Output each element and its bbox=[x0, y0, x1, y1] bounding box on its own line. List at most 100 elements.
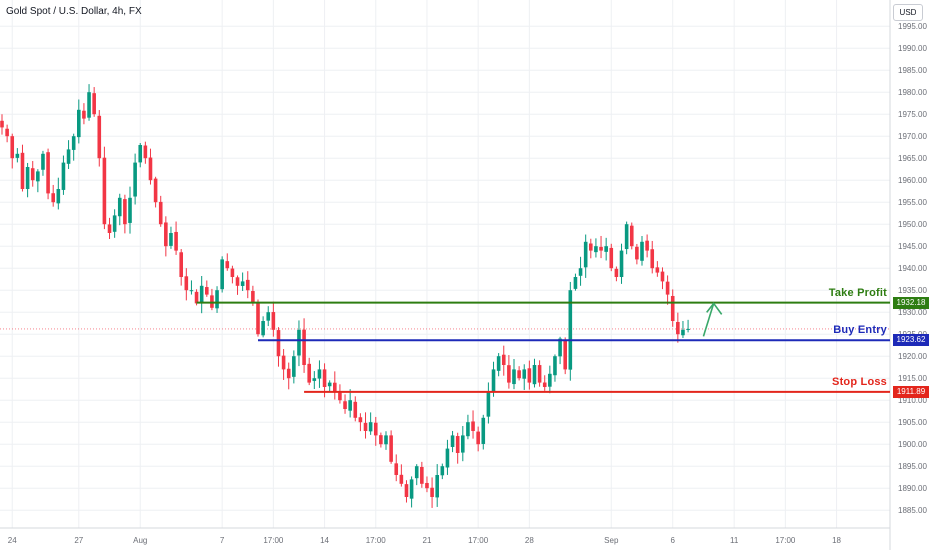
candle-body bbox=[66, 149, 71, 164]
candle-body bbox=[527, 368, 532, 383]
candle-body bbox=[348, 400, 352, 411]
candle bbox=[404, 480, 409, 503]
candle-body bbox=[399, 474, 404, 484]
candle-body bbox=[51, 193, 55, 203]
candle bbox=[619, 243, 624, 284]
take-profit-label: Take Profit bbox=[828, 286, 887, 299]
candle-body bbox=[558, 338, 562, 357]
candle bbox=[292, 350, 296, 384]
candle bbox=[578, 256, 583, 286]
candle-body bbox=[205, 287, 209, 295]
candle bbox=[517, 366, 521, 381]
candle-body bbox=[5, 128, 9, 137]
candle-body bbox=[481, 417, 486, 444]
candle bbox=[379, 432, 383, 448]
candle bbox=[527, 360, 532, 390]
y-tick-label: 1915.00 bbox=[898, 374, 927, 383]
candle bbox=[681, 320, 685, 339]
candle-body bbox=[496, 356, 501, 371]
candle-body bbox=[220, 259, 224, 290]
candle-body bbox=[128, 197, 132, 223]
candle-body bbox=[379, 435, 383, 445]
candle-body bbox=[614, 268, 619, 277]
candle bbox=[230, 265, 235, 284]
candle-body bbox=[486, 391, 491, 417]
candle bbox=[496, 353, 501, 377]
candle bbox=[210, 288, 214, 311]
candle bbox=[128, 186, 132, 234]
x-tick-label: 6 bbox=[670, 536, 675, 545]
candle-body bbox=[589, 243, 593, 251]
gridlines bbox=[0, 0, 890, 528]
candle bbox=[594, 238, 598, 258]
y-tick-label: 1980.00 bbox=[898, 88, 927, 97]
candle bbox=[532, 358, 537, 388]
candle bbox=[348, 389, 352, 418]
candle-body bbox=[46, 152, 50, 194]
candle bbox=[604, 237, 608, 261]
candle bbox=[312, 371, 317, 390]
candle-body bbox=[414, 466, 419, 479]
candle bbox=[92, 87, 96, 117]
candle bbox=[563, 337, 567, 375]
trend-arrow[interactable] bbox=[702, 302, 723, 337]
candle bbox=[317, 360, 322, 388]
candle bbox=[271, 301, 276, 337]
x-tick-label: 18 bbox=[832, 536, 841, 545]
candle-body bbox=[102, 157, 107, 225]
candle bbox=[102, 146, 107, 230]
candle bbox=[635, 243, 639, 265]
candle-body bbox=[210, 295, 214, 308]
y-tick-label: 1935.00 bbox=[898, 286, 927, 295]
candle bbox=[399, 464, 404, 487]
candle-body bbox=[563, 340, 567, 370]
y-tick-label: 1885.00 bbox=[898, 506, 927, 515]
candle bbox=[41, 150, 45, 176]
candle bbox=[461, 425, 465, 462]
candles bbox=[0, 84, 690, 508]
candle bbox=[5, 124, 9, 143]
candle bbox=[30, 161, 35, 187]
candle-body bbox=[133, 162, 137, 197]
x-tick-label: 28 bbox=[525, 536, 534, 545]
candle bbox=[87, 84, 91, 121]
candle bbox=[363, 412, 368, 439]
candle-body bbox=[573, 277, 578, 289]
currency-button[interactable]: USD bbox=[893, 4, 923, 21]
candle-body bbox=[425, 482, 429, 489]
y-tick-label: 1950.00 bbox=[898, 220, 927, 229]
candle-body bbox=[164, 222, 168, 247]
y-tick-label: 1945.00 bbox=[898, 242, 927, 251]
candle bbox=[215, 286, 219, 313]
candle bbox=[568, 281, 573, 381]
x-tick-label: Sep bbox=[604, 536, 619, 545]
candle bbox=[174, 221, 178, 255]
candle bbox=[205, 280, 209, 297]
candle bbox=[158, 195, 163, 227]
candle bbox=[573, 273, 578, 291]
candle-body bbox=[97, 115, 102, 159]
candle-body bbox=[240, 281, 245, 286]
candle-body bbox=[389, 435, 393, 462]
x-tick-label: Aug bbox=[133, 536, 147, 545]
candle-body bbox=[629, 225, 634, 247]
candle bbox=[266, 306, 271, 327]
candle-body bbox=[373, 422, 378, 436]
candle-body bbox=[681, 329, 685, 336]
candle bbox=[61, 155, 66, 195]
candle-body bbox=[461, 435, 465, 453]
candle bbox=[650, 240, 655, 274]
candle-body bbox=[333, 382, 337, 392]
candle-body bbox=[322, 369, 327, 387]
candle-body bbox=[317, 369, 322, 379]
candle bbox=[77, 99, 81, 144]
candle bbox=[670, 289, 675, 327]
candle bbox=[71, 133, 76, 161]
candle-body bbox=[10, 136, 15, 159]
candle bbox=[512, 359, 516, 390]
x-tick-label: 27 bbox=[74, 536, 83, 545]
candle bbox=[245, 271, 250, 299]
candle bbox=[614, 266, 619, 282]
candle bbox=[548, 365, 552, 394]
